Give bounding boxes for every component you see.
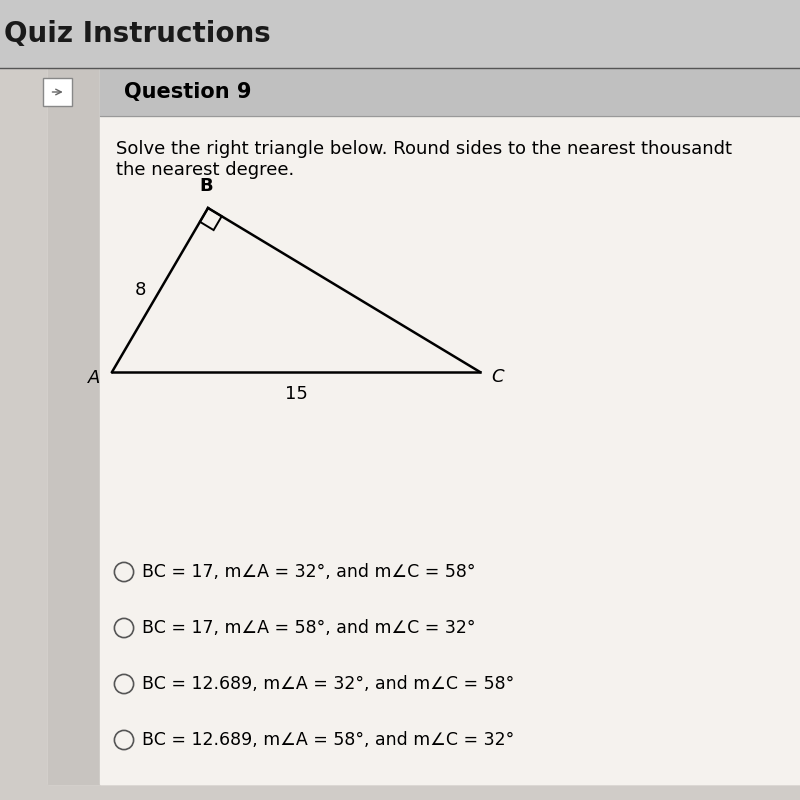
Text: Solve the right triangle below. Round sides to the nearest thousandt
the nearest: Solve the right triangle below. Round si… [116, 140, 732, 178]
Bar [0, 0, 800, 68]
Text: C: C [491, 368, 504, 386]
Text: BC = 17, m∠A = 32°, and m∠C = 58°: BC = 17, m∠A = 32°, and m∠C = 58° [142, 563, 476, 581]
Bar [100, 68, 800, 784]
Bar [100, 68, 800, 116]
Text: Quiz Instructions: Quiz Instructions [4, 20, 270, 48]
Text: BC = 12.689, m∠A = 58°, and m∠C = 32°: BC = 12.689, m∠A = 58°, and m∠C = 32° [142, 731, 514, 749]
Text: B: B [199, 177, 214, 194]
Text: 8: 8 [134, 281, 146, 299]
Bar [48, 68, 100, 784]
Text: 15: 15 [285, 386, 307, 403]
Text: BC = 12.689, m∠A = 32°, and m∠C = 58°: BC = 12.689, m∠A = 32°, and m∠C = 58° [142, 675, 514, 693]
FancyBboxPatch shape [43, 78, 72, 106]
Text: BC = 17, m∠A = 58°, and m∠C = 32°: BC = 17, m∠A = 58°, and m∠C = 32° [142, 619, 476, 637]
Text: Question 9: Question 9 [124, 82, 251, 102]
Text: A: A [88, 370, 101, 387]
